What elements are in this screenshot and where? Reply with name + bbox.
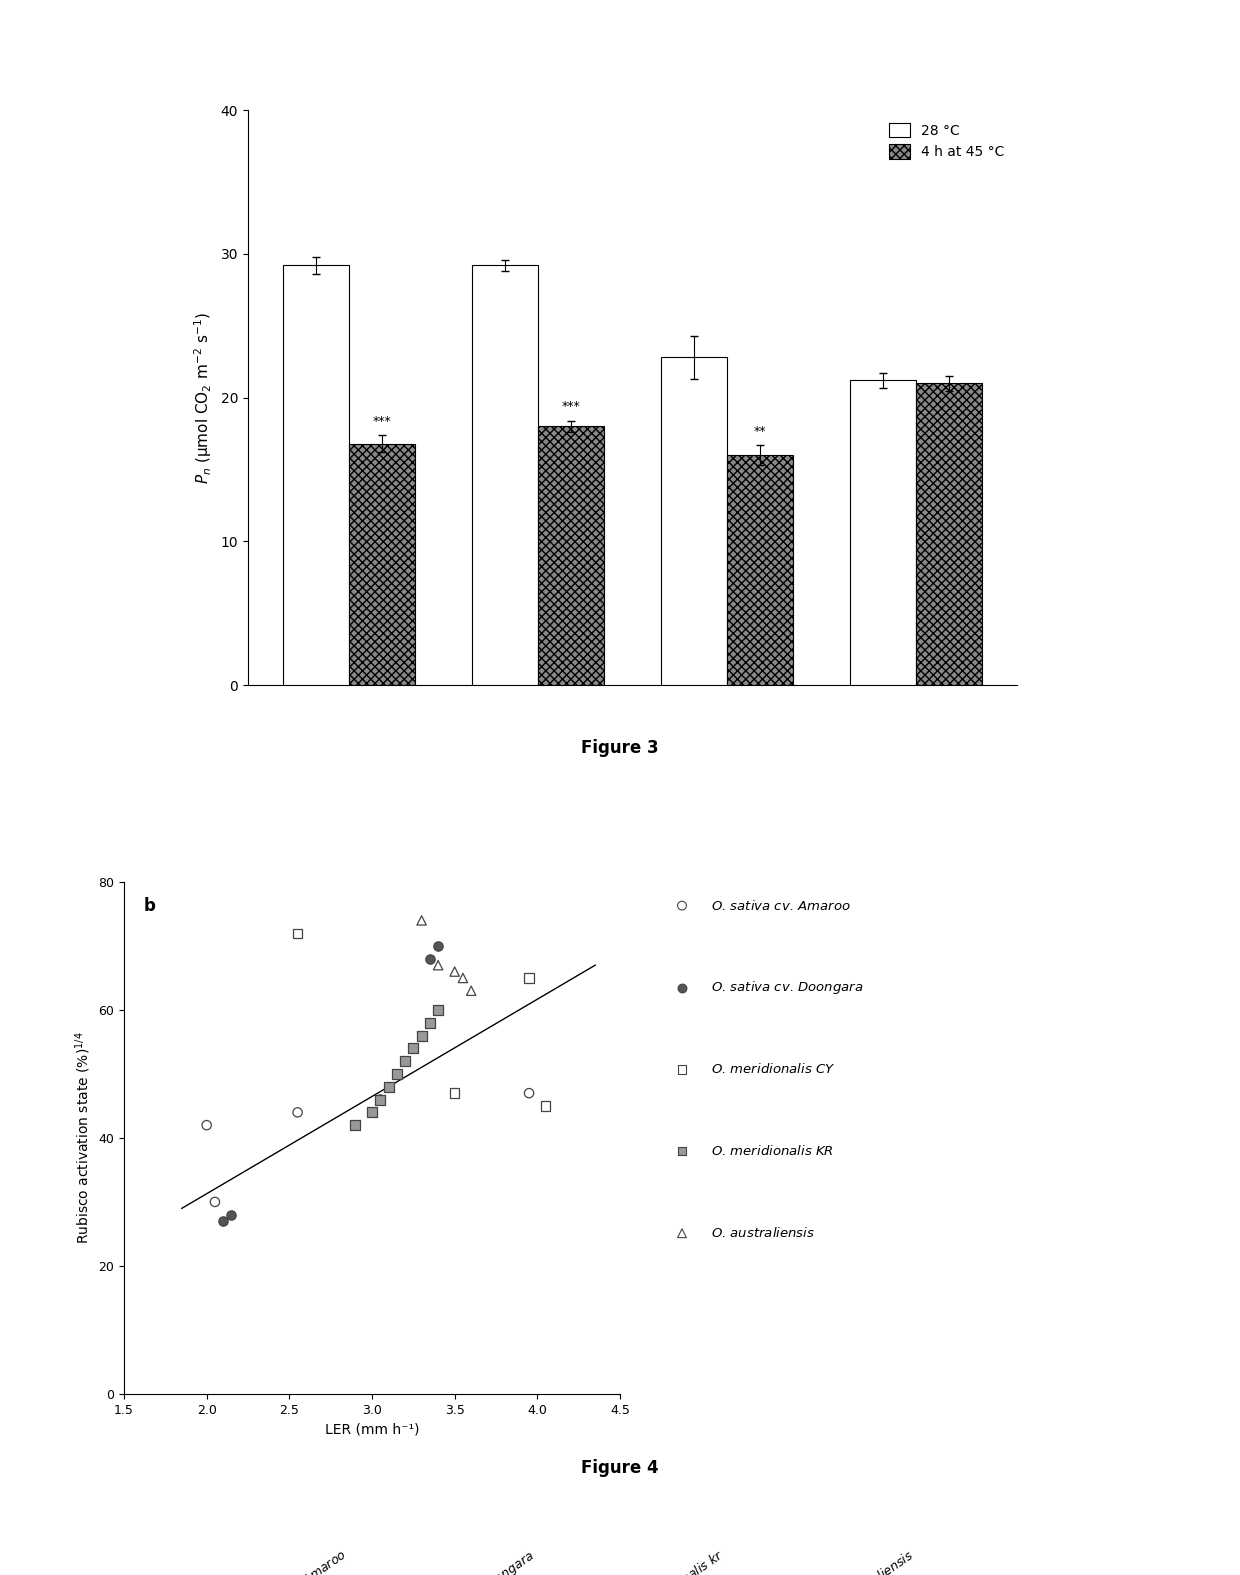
Point [403,1036,423,1062]
Point [428,934,448,959]
Bar [727,455,792,685]
Text: $O$. $meridionalis$ KR: $O$. $meridionalis$ KR [711,1145,833,1158]
Point [371,1087,391,1112]
Point [412,907,432,932]
Point [420,1010,440,1035]
Point [672,1221,692,1246]
Point [461,978,481,1003]
Text: $O$. $australiensis$: $O$. $australiensis$ [711,1227,815,1240]
Point [205,1189,224,1214]
Point [222,1202,242,1227]
Text: Figure 4: Figure 4 [582,1458,658,1477]
Text: $O$. $sativa$ cv. Amaroo: $O$. $sativa$ cv. Amaroo [711,899,851,912]
Point [672,893,692,918]
Point [362,1099,382,1125]
Point [520,965,539,991]
Point [346,1112,366,1137]
Point [445,959,465,984]
Text: Figure 3: Figure 3 [582,739,658,758]
Point [428,953,448,978]
Point [453,965,472,991]
Text: $O$. $sativa$ cv.$Amaroo$: $O$. $sativa$ cv.$Amaroo$ [237,1548,348,1575]
Point [672,1139,692,1164]
Point [387,1062,407,1087]
Text: $O$. $australiensis$: $O$. $australiensis$ [827,1548,916,1575]
Text: $O$. $sativa$ cv. $Doongara$: $O$. $sativa$ cv. $Doongara$ [410,1548,538,1575]
Point [288,1099,308,1125]
Bar [348,444,415,685]
Text: ***: *** [562,400,580,414]
Text: $O$. $sativa$ cv. Doongara: $O$. $sativa$ cv. Doongara [711,980,863,995]
Point [288,920,308,945]
Point [197,1112,217,1137]
Point [428,997,448,1022]
Y-axis label: Rubisco activation state (%)$^{1/4}$: Rubisco activation state (%)$^{1/4}$ [73,1032,93,1244]
X-axis label: LER (mm h⁻¹): LER (mm h⁻¹) [325,1422,419,1436]
Legend: 28 °C, 4 h at 45 °C: 28 °C, 4 h at 45 °C [883,117,1009,165]
Point [420,947,440,972]
Text: ***: *** [373,414,392,428]
Text: $O$. $meridionalis$ kr: $O$. $meridionalis$ kr [626,1548,727,1575]
Point [213,1208,233,1233]
Point [672,1057,692,1082]
Point [520,1080,539,1106]
Point [445,1080,465,1106]
Point [396,1049,415,1074]
Bar [849,381,916,685]
Y-axis label: $P_{n}$ (μmol CO$_2$ m$^{-2}$ s$^{-1}$): $P_{n}$ (μmol CO$_2$ m$^{-2}$ s$^{-1}$) [192,312,213,484]
Point [412,1024,432,1049]
Point [536,1093,556,1118]
Point [371,1087,391,1112]
Bar [661,358,727,685]
Point [378,1074,398,1099]
Text: $O$. $meridionalis$ CY: $O$. $meridionalis$ CY [711,1063,835,1076]
Bar [472,266,538,685]
Text: **: ** [754,425,766,438]
Bar [283,266,348,685]
Point [672,975,692,1000]
Bar [916,383,982,685]
Text: b: b [144,898,156,915]
Bar [538,427,604,685]
